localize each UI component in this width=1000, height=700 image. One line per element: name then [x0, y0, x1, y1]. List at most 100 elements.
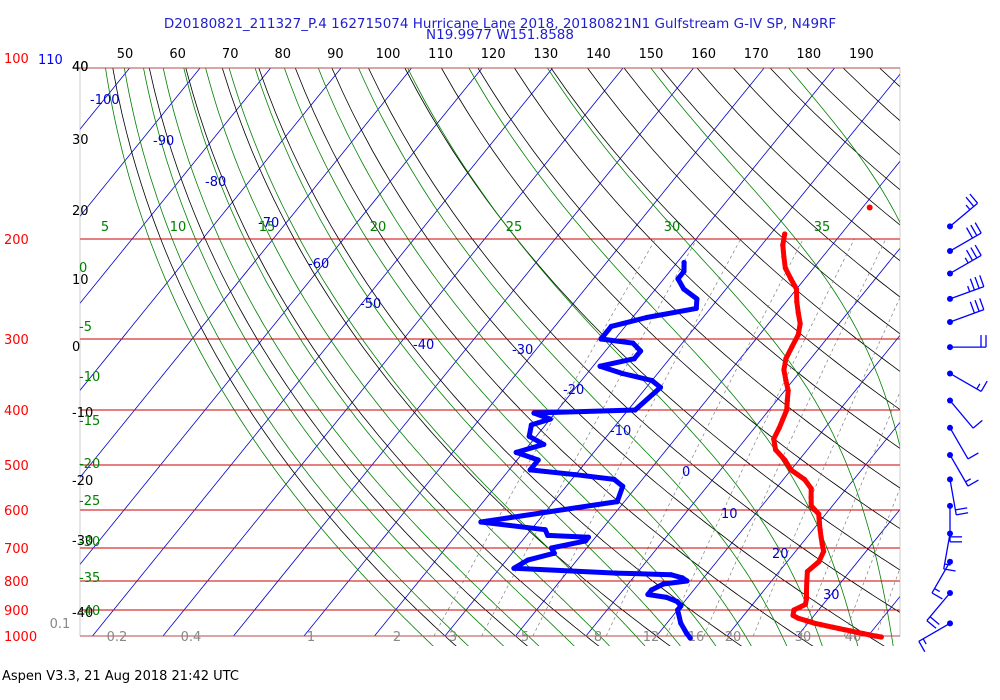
temperature-point [816, 511, 822, 517]
sounding-profiles [478, 204, 884, 641]
dewpoint-point [679, 575, 686, 581]
wind-barb-staff [926, 592, 951, 621]
isotherm-line [444, 73, 900, 637]
wind-barb-staff [918, 622, 951, 642]
moist-adiabat-label: -25 [79, 494, 100, 509]
temperature-point [789, 344, 795, 350]
wind-barb-staff [949, 202, 978, 227]
temperature-point [781, 367, 787, 373]
dewpoint-point [649, 377, 655, 384]
isotherm-line [80, 68, 412, 478]
mixing-ratio-line [703, 238, 887, 637]
isotherm-line [656, 334, 900, 637]
temperature-point [803, 587, 810, 593]
dewpoint-point [598, 336, 604, 342]
top-scale-label: 70 [222, 47, 239, 62]
mixing-ratio-line [875, 567, 900, 637]
footer-version: Aspen V3.3, 21 Aug 2018 21:42 UTC [2, 669, 239, 684]
dry-adiabat-line [550, 68, 900, 411]
wind-barb-flag [974, 244, 982, 256]
top-scale-label: 120 [481, 47, 506, 62]
dewpoint-point [668, 572, 674, 578]
temperature-point [795, 615, 801, 621]
dry-adiabat-line [806, 68, 900, 156]
wind-barb-flag [972, 419, 983, 429]
isotherm-label: -70 [258, 216, 279, 231]
top-scale-label: 90 [327, 47, 344, 62]
dewpoint-point [684, 578, 690, 584]
moist-adiabat-line [284, 68, 717, 646]
isotherm-line [939, 68, 1000, 636]
wind-barb-halfflag [944, 563, 951, 566]
dewpoint-point [545, 532, 551, 538]
dry-adiabat-line [112, 68, 457, 646]
pressure-tick-label: 300 [4, 333, 29, 348]
moist-adiabat-label: 5 [101, 220, 109, 235]
mixing-ratio-label: 0.4 [181, 630, 202, 645]
dry-adiabat-line [148, 68, 528, 646]
moist-adiabat-line [143, 68, 505, 646]
temperature-point [808, 503, 814, 509]
left-scale-label: -20 [72, 474, 93, 489]
isotherm-line [797, 508, 900, 637]
temperature-point [780, 242, 786, 248]
dry-adiabat-line [331, 68, 885, 646]
wind-barb-flag [970, 247, 978, 259]
moist-adiabat-line [317, 68, 752, 646]
wind-barb-staff [949, 254, 982, 275]
top-scale-label: 190 [849, 47, 874, 62]
temperature-point [824, 623, 830, 629]
dewpoint-point [657, 384, 664, 390]
dewpoint-point [527, 467, 533, 473]
dewpoint-point [674, 599, 680, 605]
temperature-point [836, 625, 842, 632]
mixing-ratio-label: 0.2 [107, 630, 128, 645]
top-scale-label: 100 [376, 47, 401, 62]
wind-barb-flag [929, 616, 940, 625]
wind-barb-halfflag [965, 478, 972, 483]
dewpoint-point [525, 557, 531, 563]
mixing-ratio-label: 5 [521, 630, 529, 645]
temperature-point [793, 286, 800, 292]
moist-adiabat-line [358, 68, 788, 646]
isobars [79, 67, 901, 637]
moist-adiabat-label: -30 [79, 535, 100, 550]
dewpoint-point [614, 499, 620, 505]
top-scale-label: 80 [275, 47, 292, 62]
wind-barb-flag [980, 380, 988, 392]
plot-frame [79, 67, 901, 637]
dry-adiabat-line [514, 68, 900, 449]
temperature-point [803, 596, 810, 602]
isotherm-label: -50 [360, 297, 381, 312]
left-scale-label: 30 [72, 133, 89, 148]
dewpoint-point [608, 323, 614, 329]
wind-barb-flag [967, 452, 979, 460]
left-scale-label: 10 [72, 273, 89, 288]
isotherm-line [233, 68, 694, 637]
dewpoint-point [597, 363, 603, 369]
wind-barb-flag [974, 299, 980, 312]
mixing-ratio-label: 3 [449, 630, 457, 645]
temperature-point [788, 276, 794, 282]
wind-barb-flag [965, 249, 974, 261]
wind-barb-halfflag [965, 204, 971, 211]
temperature-point [790, 612, 796, 619]
dewpoint-point [675, 276, 681, 282]
moist-adiabat-label: 25 [506, 220, 523, 235]
wind-barb-flag [979, 275, 985, 287]
top-scale-label: 150 [639, 47, 664, 62]
wind-barb-staff [949, 479, 957, 515]
temperature-point [808, 485, 814, 492]
wind-barb-flag [969, 193, 979, 204]
isotherm-label: -10 [610, 424, 631, 439]
pressure-tick-label: 100 [4, 52, 29, 67]
temperature-point [780, 416, 786, 422]
top-scale-label: 60 [169, 47, 186, 62]
wind-barb-staff [949, 372, 982, 393]
temperature-point [803, 618, 809, 624]
dewpoint-point [513, 449, 519, 455]
top-scale-label: 110 [38, 53, 63, 68]
dewpoint-point [613, 570, 619, 576]
top-scale-label: 170 [744, 47, 769, 62]
